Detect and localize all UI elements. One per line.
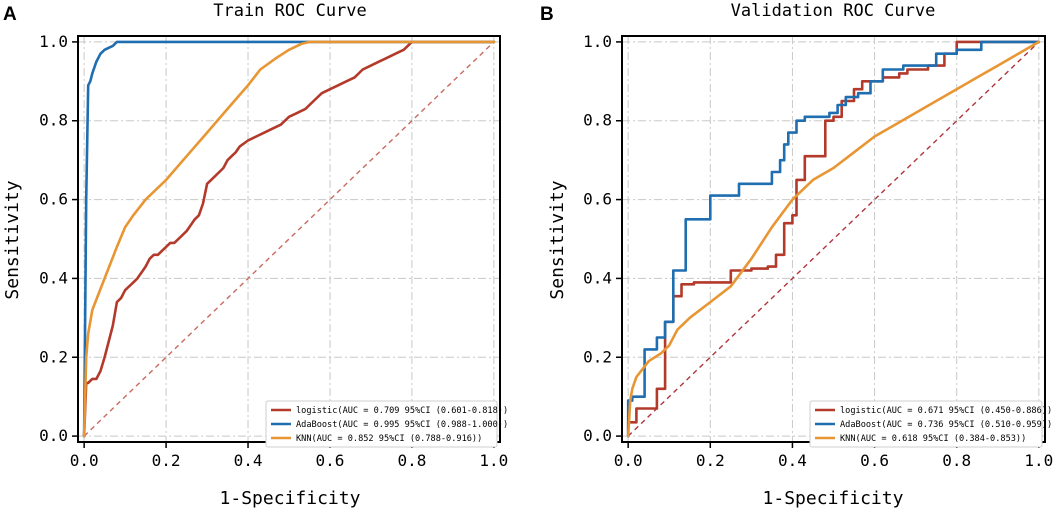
panel-b-xlabel: 1-Specificity: [763, 488, 904, 509]
x-tick-label: 0.0: [614, 451, 643, 470]
panel-a-title: Train ROC Curve: [213, 1, 367, 21]
x-tick-label: 0.4: [234, 451, 263, 470]
y-tick-label: 0.2: [583, 347, 612, 366]
y-tick-label: 0.4: [583, 268, 612, 287]
panel-b-letter: B: [540, 4, 554, 25]
x-tick-label: 0.4: [778, 451, 807, 470]
y-tick-label: 0.0: [583, 426, 612, 445]
panel-b-title: Validation ROC Curve: [731, 1, 936, 21]
panel-b-legend-box: [809, 400, 1043, 448]
x-tick-label: 0.6: [316, 451, 345, 470]
panel-b: B Validation ROC Curve 1-Specificity Sen…: [540, 1, 1053, 509]
panel-b-legend: logistic(AUC = 0.671 95%CI (0.450-0.886)…: [809, 400, 1052, 448]
panel-a-xlabel: 1-Specificity: [220, 488, 361, 509]
series-line-knn: [626, 40, 1041, 438]
series-line-logistic: [82, 40, 496, 438]
series-line-adaboost: [626, 40, 1041, 438]
panel-b-diagonal: [627, 41, 1040, 437]
y-tick-label: 0.8: [39, 111, 68, 130]
panel-a-series: [82, 40, 496, 438]
x-tick-label: 0.2: [152, 451, 181, 470]
panel-a-ylabel: Sensitivity: [2, 180, 23, 299]
panel-b-series: [626, 40, 1041, 438]
panel-a-legend: logistic(AUC = 0.709 95%CI (0.601-0.818)…: [265, 400, 508, 448]
y-tick-label: 0.4: [39, 268, 68, 287]
x-tick-label: 0.8: [397, 451, 426, 470]
legend-label-adaboost: AdaBoost(AUC = 0.995 95%CI (0.988-1.000)…: [296, 420, 508, 430]
legend-label-adaboost: AdaBoost(AUC = 0.736 95%CI (0.510-0.959)…: [840, 420, 1052, 430]
y-tick-label: 0.2: [39, 347, 68, 366]
panel-a-legend-box: [265, 400, 498, 448]
x-tick-label: 1.0: [1024, 451, 1053, 470]
legend-label-logistic: logistic(AUC = 0.671 95%CI (0.450-0.886)…: [840, 406, 1052, 416]
y-tick-label: 0.6: [583, 190, 612, 209]
panel-a: A Train ROC Curve 1-Specificity Sensitiv…: [2, 1, 508, 509]
series-line-adaboost: [82, 40, 496, 438]
legend-label-knn: KNN(AUC = 0.852 95%CI (0.788-0.916)): [296, 434, 482, 444]
panel-a-diagonal: [83, 41, 495, 437]
series-line-knn: [82, 40, 496, 438]
x-tick-label: 0.8: [942, 451, 971, 470]
legend-label-knn: KNN(AUC = 0.618 95%CI (0.384-0.853)): [840, 434, 1026, 444]
x-tick-label: 0.2: [696, 451, 725, 470]
panel-b-ticks: 0.0 0.2 0.4 0.6 0.8 1.0 0.0 0.2 0.4 0.6 0.8 1.0: [583, 32, 1053, 470]
x-tick-label: 0.0: [70, 451, 99, 470]
y-tick-label: 0.6: [39, 190, 68, 209]
y-tick-label: 1.0: [583, 32, 612, 51]
x-tick-label: 0.6: [860, 451, 889, 470]
y-tick-label: 0.8: [583, 111, 612, 130]
legend-label-logistic: logistic(AUC = 0.709 95%CI (0.601-0.818)…: [296, 406, 508, 416]
y-tick-label: 1.0: [39, 32, 68, 51]
y-tick-label: 0.0: [39, 426, 68, 445]
panel-a-letter: A: [3, 4, 17, 25]
x-tick-label: 1.0: [479, 451, 508, 470]
panel-b-ylabel: Sensitivity: [547, 180, 568, 299]
